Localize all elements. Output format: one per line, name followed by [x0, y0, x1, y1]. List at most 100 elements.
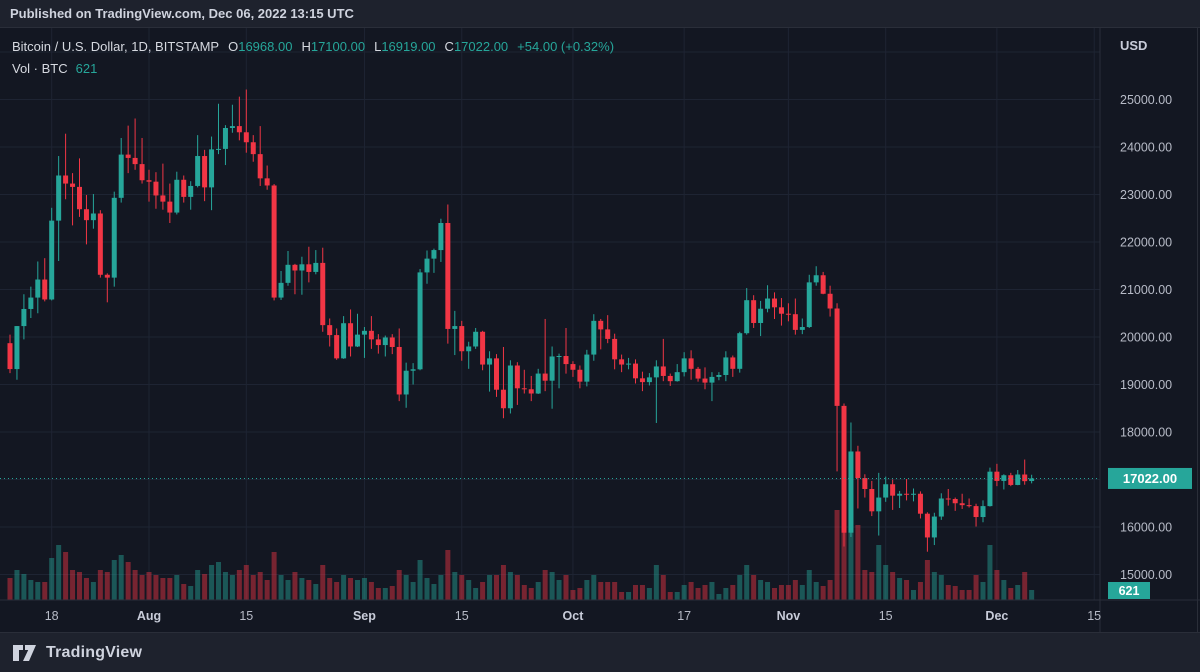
candle [77, 158, 82, 217]
candle [938, 493, 944, 520]
candle [765, 285, 771, 313]
candle [111, 191, 117, 287]
candle [174, 171, 180, 215]
time-tick-label: 15 [1087, 609, 1101, 623]
time-tick-label: Aug [137, 609, 161, 623]
candle [702, 367, 708, 390]
time-tick-label: 15 [455, 609, 469, 623]
candle [799, 318, 805, 335]
candle [695, 366, 701, 382]
candle [535, 368, 541, 394]
candle [257, 126, 263, 186]
candle [994, 463, 1000, 487]
candle [1008, 472, 1014, 487]
candle [403, 362, 409, 408]
candle [959, 493, 965, 509]
candle [49, 207, 55, 301]
candle [890, 479, 896, 510]
candle [146, 169, 152, 202]
candle [90, 194, 96, 229]
candle [945, 489, 951, 506]
time-tick-label: Dec [985, 609, 1008, 623]
candle [660, 338, 666, 382]
price-tick-label: 24000.00 [1120, 141, 1172, 155]
symbol-title[interactable]: Bitcoin / U.S. Dollar, 1D, BITSTAMP [12, 39, 220, 54]
candle [966, 498, 972, 508]
candle [229, 104, 235, 133]
candle [639, 371, 645, 392]
candle [278, 270, 284, 300]
candle [160, 163, 166, 210]
candle [542, 318, 548, 392]
currency-unit-label: USD [1120, 38, 1147, 53]
candle [904, 479, 910, 501]
candle [118, 137, 124, 203]
low-label: L [374, 39, 382, 54]
candle [737, 331, 743, 373]
candle [153, 172, 159, 209]
candle [243, 89, 249, 153]
candle [382, 335, 388, 357]
candle [348, 309, 354, 357]
time-tick-label: 15 [239, 609, 253, 623]
candle [264, 165, 270, 190]
candle [285, 251, 291, 286]
candle [14, 326, 20, 380]
close-label: C [444, 39, 454, 54]
candle [104, 273, 110, 303]
candle [855, 445, 861, 509]
candle [466, 341, 472, 369]
candle [563, 327, 569, 374]
candle [514, 362, 520, 405]
candle [473, 327, 479, 349]
tradingview-brand-text[interactable]: TradingView [46, 643, 143, 661]
candle [772, 292, 777, 319]
candle [521, 369, 527, 394]
candle [445, 204, 451, 344]
candle [549, 346, 555, 409]
tradingview-logo-icon[interactable] [12, 643, 38, 663]
candle [834, 303, 840, 472]
candle [202, 149, 208, 202]
price-axis[interactable]: USD 25000.00 24000.00 23000.00 22000.00 21000… [1120, 38, 1172, 582]
candle [751, 295, 757, 328]
candle [195, 135, 201, 188]
candle [125, 125, 131, 174]
candle [368, 316, 374, 349]
candle [56, 156, 62, 261]
candle [417, 269, 423, 371]
candle [778, 298, 784, 326]
candle [605, 315, 611, 344]
candle [723, 351, 729, 382]
volume-label[interactable]: Vol · BTC [12, 61, 68, 76]
svg-text:17022.00: 17022.00 [1123, 471, 1177, 486]
volume-value: 621 [75, 61, 98, 76]
candle [334, 328, 340, 360]
time-axis[interactable]: 18 Aug 15 Sep 15 Oct 17 Nov 15 Dec 15 [45, 609, 1101, 623]
candle [21, 294, 27, 340]
candle [361, 327, 367, 358]
chart-legend: Bitcoin / U.S. Dollar, 1D, BITSTAMP O 16… [12, 36, 614, 80]
price-tick-label: 16000.00 [1120, 521, 1172, 535]
candle [820, 271, 826, 295]
candle [35, 261, 41, 314]
volume-series [7, 455, 1035, 600]
candle [688, 350, 694, 380]
candle [709, 372, 715, 402]
candle [674, 364, 680, 382]
svg-text:621: 621 [1119, 584, 1140, 598]
candle [827, 285, 833, 317]
candle [626, 357, 632, 370]
candle [917, 491, 923, 519]
legend-row-volume: Vol · BTC 621 [12, 58, 614, 80]
candle [236, 96, 242, 141]
candle [250, 135, 256, 162]
candle [139, 137, 145, 184]
candle [28, 286, 34, 318]
candle [63, 133, 69, 200]
candle [438, 218, 444, 262]
candle [132, 118, 138, 170]
candle [591, 314, 597, 361]
candle [500, 346, 506, 419]
